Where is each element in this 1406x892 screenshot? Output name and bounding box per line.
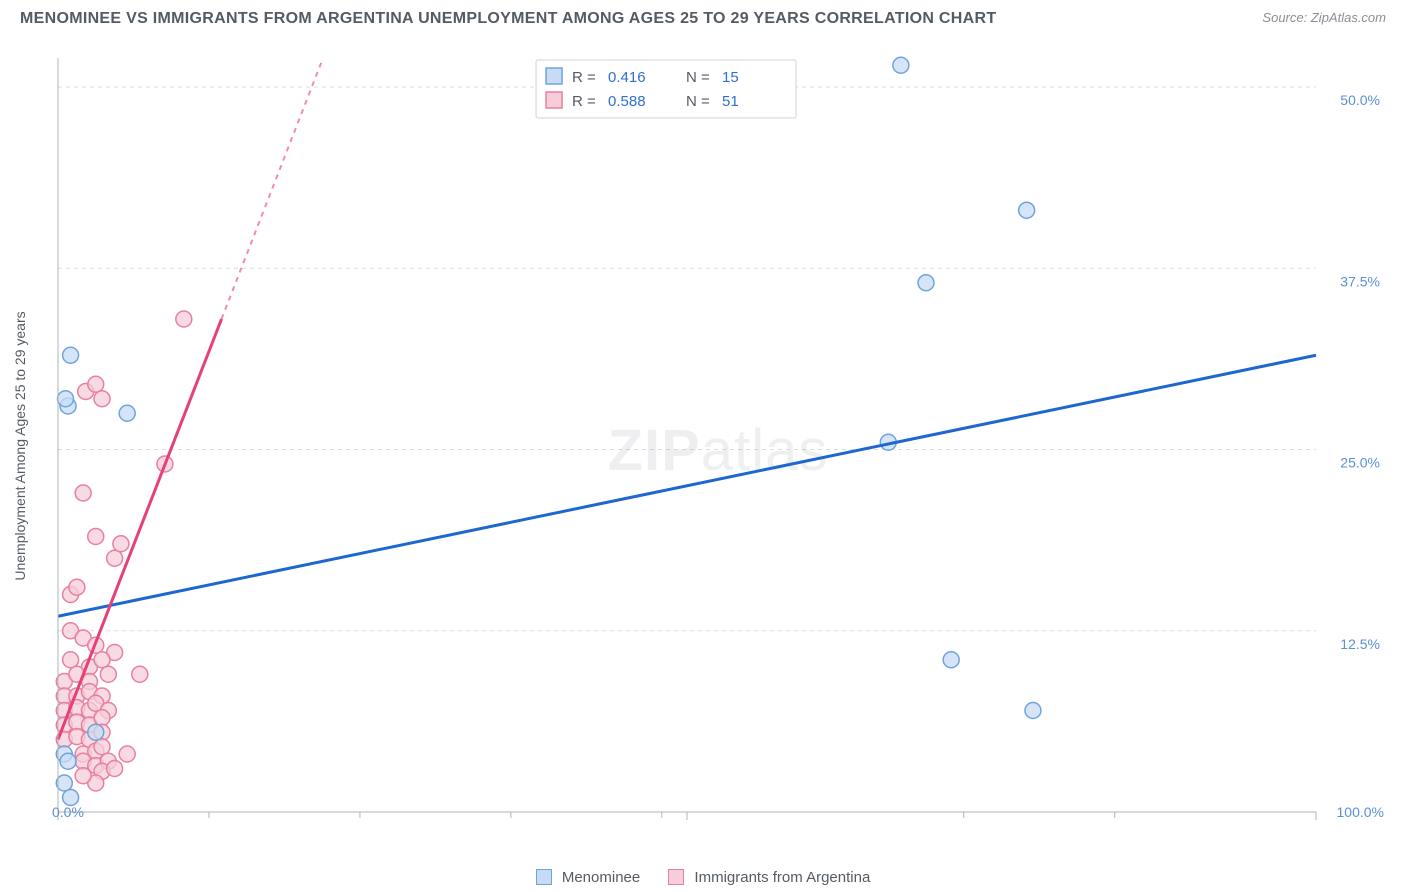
svg-text:37.5%: 37.5% [1340, 273, 1380, 289]
correlation-legend: R = 0.416 N = 15 R = 0.588 N = 51 [536, 60, 796, 118]
svg-text:15: 15 [722, 69, 739, 86]
scatter-points [56, 57, 1041, 805]
legend-label: Menominee [562, 869, 640, 886]
scatter-chart: 12.5% 25.0% 37.5% 50.0% ZIPatlas R = 0.416 N … [50, 50, 1386, 842]
series-legend: Menominee Immigrants from Argentina [0, 869, 1406, 886]
svg-text:0.416: 0.416 [608, 69, 646, 86]
legend-item-argentina: Immigrants from Argentina [668, 869, 870, 886]
source-link[interactable]: ZipAtlas.com [1311, 10, 1386, 25]
svg-text:R =: R = [572, 69, 596, 86]
svg-text:25.0%: 25.0% [1340, 455, 1380, 471]
svg-text:51: 51 [722, 93, 739, 110]
svg-text:N =: N = [686, 93, 710, 110]
grid-layer: 12.5% 25.0% 37.5% 50.0% [58, 87, 1380, 652]
chart-title: MENOMINEE VS IMMIGRANTS FROM ARGENTINA U… [20, 10, 996, 28]
svg-text:50.0%: 50.0% [1340, 92, 1380, 108]
source-label: Source: [1262, 10, 1307, 25]
legend-label: Immigrants from Argentina [694, 869, 870, 886]
x-axis-max-label: 100.0% [1337, 804, 1384, 820]
trend-lines [58, 58, 1316, 740]
watermark: ZIPatlas [608, 418, 829, 483]
legend-swatch-icon [536, 869, 552, 885]
legend-swatch-icon [668, 869, 684, 885]
y-axis-label: Unemployment Among Ages 25 to 29 years [12, 311, 28, 580]
svg-text:N =: N = [686, 69, 710, 86]
legend-item-menominee: Menominee [536, 869, 641, 886]
source-attribution: Source: ZipAtlas.com [1262, 10, 1386, 25]
svg-text:R =: R = [572, 93, 596, 110]
svg-text:12.5%: 12.5% [1340, 636, 1380, 652]
plot-area: Unemployment Among Ages 25 to 29 years 1… [50, 50, 1386, 842]
x-axis-min-label: 0.0% [52, 804, 84, 820]
header: MENOMINEE VS IMMIGRANTS FROM ARGENTINA U… [0, 0, 1406, 28]
svg-text:ZIPatlas: ZIPatlas [608, 418, 829, 483]
svg-text:0.588: 0.588 [608, 93, 646, 110]
